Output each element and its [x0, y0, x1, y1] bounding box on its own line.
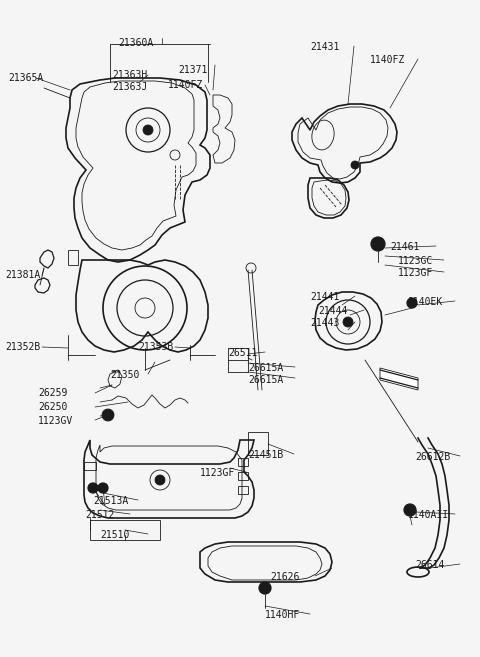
Text: 21360A: 21360A — [118, 38, 153, 48]
Text: 21363H: 21363H — [112, 70, 147, 80]
Text: 21443: 21443 — [310, 318, 339, 328]
Circle shape — [371, 237, 385, 251]
Text: 21353B: 21353B — [138, 342, 173, 352]
Circle shape — [102, 409, 114, 421]
Text: 21441: 21441 — [310, 292, 339, 302]
Circle shape — [404, 504, 416, 516]
Circle shape — [407, 298, 417, 308]
Text: 21363J: 21363J — [112, 82, 147, 92]
Text: 21512: 21512 — [85, 510, 114, 520]
Polygon shape — [380, 368, 418, 390]
Text: 21365A: 21365A — [8, 73, 43, 83]
Text: 21352B: 21352B — [5, 342, 40, 352]
Text: 21371: 21371 — [178, 65, 207, 75]
Text: 1140FZ: 1140FZ — [370, 55, 405, 65]
Circle shape — [98, 483, 108, 493]
Text: 21513A: 21513A — [93, 496, 128, 506]
Text: 21350: 21350 — [110, 370, 139, 380]
Text: 26614: 26614 — [415, 560, 444, 570]
Text: 1140HF: 1140HF — [265, 610, 300, 620]
Text: 21381A: 21381A — [5, 270, 40, 280]
Circle shape — [88, 483, 98, 493]
Text: 1123GC: 1123GC — [398, 256, 433, 266]
Text: 26615A: 26615A — [248, 375, 283, 385]
Text: 1123GV: 1123GV — [38, 416, 73, 426]
Text: 21461: 21461 — [390, 242, 420, 252]
Text: 26259: 26259 — [38, 388, 67, 398]
Text: 21444: 21444 — [318, 306, 348, 316]
Text: 26511: 26511 — [228, 348, 257, 358]
Circle shape — [343, 317, 353, 327]
Text: 21510: 21510 — [100, 530, 130, 540]
Text: 26615A: 26615A — [248, 363, 283, 373]
Text: 26250: 26250 — [38, 402, 67, 412]
Circle shape — [259, 582, 271, 594]
Circle shape — [351, 161, 359, 169]
Text: 21431: 21431 — [310, 42, 339, 52]
Text: 26612B: 26612B — [415, 452, 450, 462]
Text: 21626: 21626 — [270, 572, 300, 582]
Text: 21451B: 21451B — [248, 450, 283, 460]
Text: 1140AII: 1140AII — [408, 510, 449, 520]
Text: 1140EK: 1140EK — [408, 297, 443, 307]
Text: 1123GF: 1123GF — [200, 468, 235, 478]
Text: 1123GF: 1123GF — [398, 268, 433, 278]
Circle shape — [155, 475, 165, 485]
Text: 1140FZ: 1140FZ — [168, 80, 203, 90]
Circle shape — [143, 125, 153, 135]
